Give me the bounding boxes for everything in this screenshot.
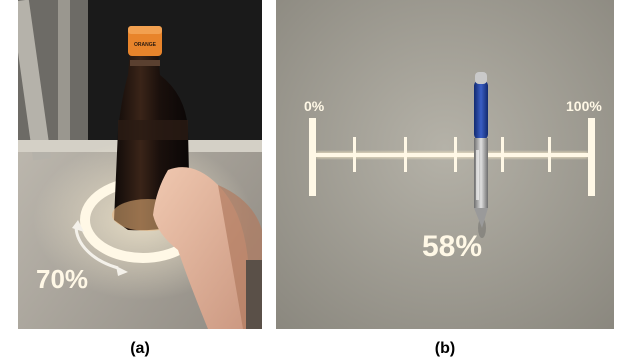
bottle-neck — [130, 60, 160, 66]
pen-grip — [474, 80, 488, 140]
pen — [474, 72, 488, 238]
bottle-label — [118, 120, 188, 140]
slider-tick — [353, 137, 356, 172]
rotate-arrow-head-top-icon — [72, 220, 84, 232]
window-frame-mid — [58, 0, 70, 150]
pen-tip — [474, 208, 488, 228]
bottle-cap-text: ORANGE — [134, 42, 157, 48]
slider-tick — [404, 137, 407, 172]
slider-tick — [548, 137, 551, 172]
bottle-dial-photo: ORANGE 70% — [18, 0, 262, 329]
projected-value-b: 58% — [422, 230, 482, 263]
caption-b: (b) — [434, 340, 456, 357]
rotate-arrow-arc — [74, 225, 119, 270]
slider-tick — [454, 137, 457, 172]
photo-panel-a: ORANGE 70% — [18, 0, 262, 329]
pen-slider-photo: 0% 100% 58% — [276, 0, 614, 329]
photo-panel-b: 0% 100% 58% — [276, 0, 614, 329]
projected-value-a: 70% — [36, 264, 88, 294]
slider-min-label: 0% — [304, 98, 325, 114]
hand — [153, 167, 262, 329]
slider-end-bar-min — [309, 118, 316, 196]
slider-end-bar-max — [588, 118, 595, 196]
sleeve — [246, 260, 262, 329]
window-frame-left — [18, 0, 52, 161]
slider-tick — [501, 137, 504, 172]
slider-max-label: 100% — [566, 98, 602, 114]
pen-top — [475, 72, 487, 84]
bottle-cap-top — [128, 26, 162, 34]
rotate-arrow-head-bottom-icon — [116, 266, 128, 276]
caption-a: (a) — [130, 340, 150, 357]
pen-highlight — [476, 150, 479, 200]
slider-track — [316, 153, 588, 157]
projection-surface — [276, 0, 614, 329]
